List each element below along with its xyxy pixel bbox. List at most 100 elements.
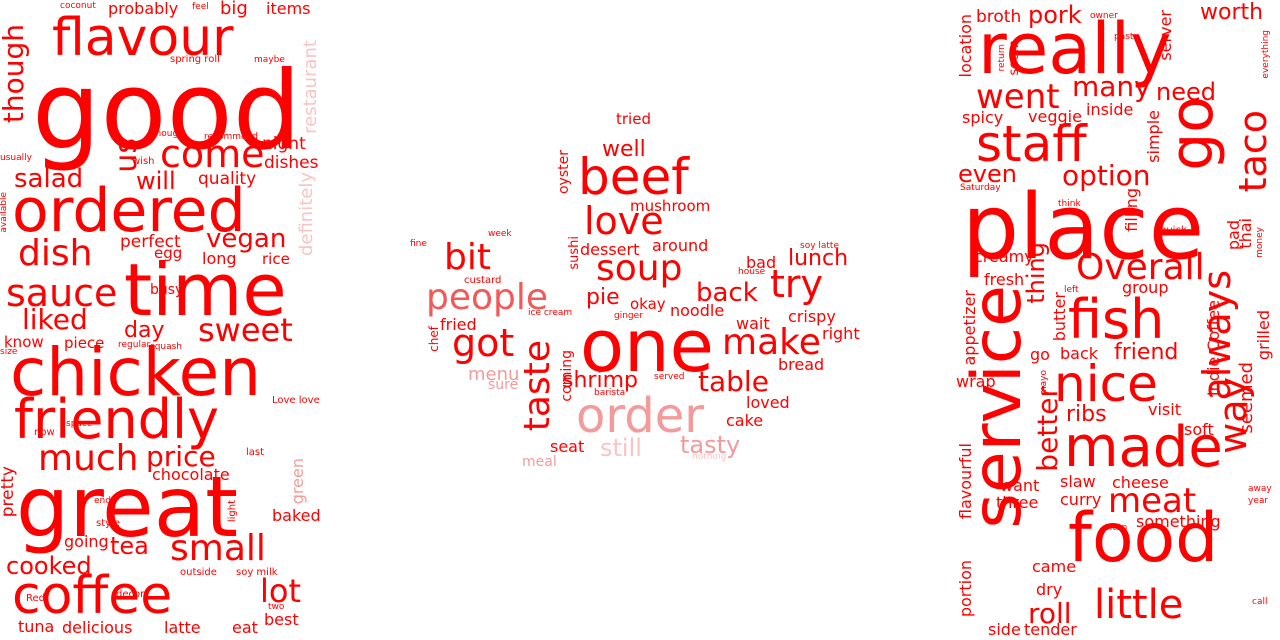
cloud-word: dish (18, 233, 93, 274)
cloud-word: come (160, 132, 265, 176)
cloud-word: really (978, 8, 1172, 90)
cloud-word: order (576, 388, 704, 444)
cloud-word: bread (778, 355, 825, 374)
cloud-word: quality (198, 169, 257, 189)
cloud-word: busy (150, 282, 184, 298)
cloud-word: vegan (206, 224, 287, 254)
cloud-word: cake (726, 411, 764, 430)
cloud-word: baked (272, 506, 321, 525)
cloud-word: curry (1060, 490, 1102, 509)
cloud-word: owner (1090, 11, 1118, 21)
cloud-word: taco (1231, 110, 1275, 193)
cloud-word: often (1104, 523, 1128, 533)
cloud-word: food (1068, 499, 1219, 578)
cloud-word: definitely (296, 172, 317, 257)
cloud-word: seat (550, 437, 585, 456)
cloud-word: okay (630, 295, 666, 313)
cloud-word: simple (1144, 110, 1163, 163)
cloud-word: table (698, 365, 769, 398)
cloud-word: even (958, 160, 1017, 188)
cloud-word: soft (1184, 420, 1214, 439)
cloud-word: small (170, 528, 266, 569)
cloud-word: flavour (52, 8, 234, 68)
cloud-word: ordered (12, 176, 246, 246)
cloud-word: enough (150, 129, 184, 139)
cloud-word: coconut (60, 1, 96, 11)
cloud-word: past (1114, 32, 1134, 42)
cloud-word: went (976, 77, 1060, 117)
cloud-word: much (38, 438, 139, 479)
cloud-word: one (580, 304, 714, 388)
cloud-word: barista (594, 388, 626, 398)
cloud-word: nice (1054, 355, 1158, 413)
cloud-word: try (770, 262, 824, 306)
cloud-word: light (227, 500, 238, 523)
cloud-word: squash (150, 342, 183, 352)
cloud-word: back (1060, 344, 1099, 363)
cloud-word: loved (746, 393, 790, 412)
cloud-word: chocolate (152, 465, 230, 484)
cloud-word: year (1248, 496, 1269, 506)
cloud-word: Saturday (960, 183, 1001, 193)
cloud-word: restaurant (300, 40, 321, 134)
cloud-word: space (66, 419, 93, 429)
cloud-word: feel (192, 2, 209, 12)
cloud-word: people (426, 277, 549, 318)
cloud-word: inside (1086, 100, 1134, 119)
cloud-word: wrap (956, 372, 996, 391)
cloud-word: week (488, 229, 512, 239)
cloud-word: tasty (680, 431, 741, 459)
cloud-word: sauce (6, 271, 118, 315)
cloud-word: price (146, 440, 216, 473)
cloud-word: rice (262, 250, 290, 268)
cloud-word: dishes (264, 153, 319, 173)
cloud-word: back (696, 278, 758, 308)
cloud-word: ribs (1066, 402, 1107, 427)
cloud-word: fine (410, 239, 427, 249)
cloud-word: Overall (1076, 247, 1205, 288)
cloud-word: friendly (14, 388, 219, 451)
cloud-word: green (288, 458, 307, 505)
cloud-word: time (124, 248, 287, 332)
cloud-word: maybe (254, 55, 285, 65)
cloud-word: though (0, 24, 30, 124)
cloud-word: think (1058, 199, 1081, 209)
cloud-word: going (64, 532, 109, 551)
cloud-word: quick (1160, 225, 1187, 236)
cloud-word: coffee (12, 566, 173, 626)
cloud-word: spring roll (170, 54, 220, 65)
cloud-word: staff (976, 115, 1087, 173)
cloud-word: fish (1068, 288, 1165, 351)
cloud-word: ice cream (528, 308, 573, 318)
cloud-word: long (202, 249, 237, 268)
cloud-word: size (0, 347, 18, 357)
cloud-word: items (266, 0, 311, 18)
cloud-word: now (34, 427, 55, 438)
cloud-word: fried (440, 315, 477, 334)
cloud-word: latte (164, 618, 201, 637)
cloud-word: creamy (974, 247, 1034, 266)
cloud-word: style (96, 518, 120, 529)
cloud-word: know (4, 333, 44, 351)
cloud-word: filling (1122, 188, 1141, 232)
cloud-word: visit (1148, 400, 1181, 419)
cloud-word: Love love (272, 395, 320, 406)
cloud-word: night (262, 134, 306, 154)
cloud-word: available (0, 192, 9, 233)
cloud-word: made (1064, 415, 1223, 480)
cloud-word: outside (180, 567, 217, 578)
cloud-word: three (996, 493, 1039, 512)
cloud-word: recommend (204, 132, 258, 142)
cloud-word: nothing (692, 452, 727, 462)
cloud-word: came (1032, 557, 1077, 576)
cloud-word: oyster (556, 150, 572, 195)
cloud-word: house (738, 267, 766, 277)
cloud-word: lunch (788, 246, 849, 271)
cloud-word: day (124, 318, 165, 343)
cloud-word: wish (132, 156, 155, 167)
cloud-word: meat (1108, 481, 1197, 521)
cloud-word: custard (464, 275, 502, 286)
cloud-word: butter (1050, 292, 1069, 342)
cloud-word: big (220, 0, 248, 19)
